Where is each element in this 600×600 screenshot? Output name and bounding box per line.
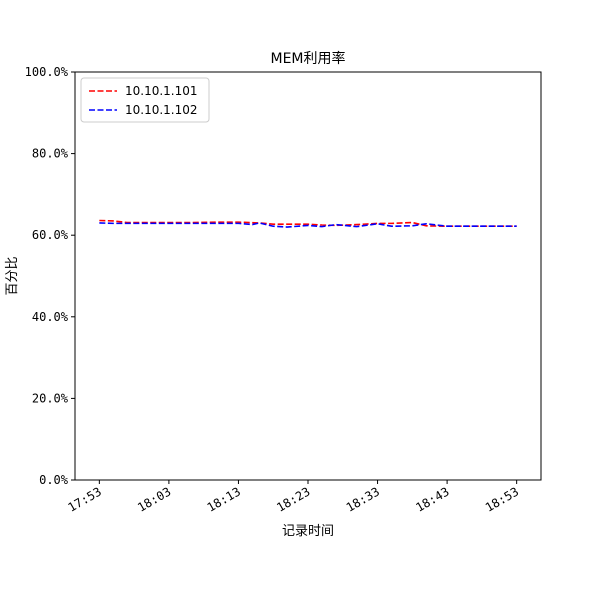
series-line-1	[99, 219, 517, 228]
legend-label: 10.10.1.102	[125, 103, 198, 117]
legend: 10.10.1.101 10.10.1.102	[80, 77, 210, 123]
chart-title: MEM利用率	[270, 50, 345, 67]
y-tick-label: 40.0%	[32, 310, 69, 324]
y-tick-label: 20.0%	[32, 391, 69, 405]
y-tick-label: 80.0%	[32, 147, 69, 161]
series-line-2	[99, 222, 517, 228]
legend-box	[80, 77, 210, 123]
y-tick-label: 60.0%	[32, 228, 69, 242]
series-layer	[99, 219, 517, 228]
y-tick-label: 0.0%	[39, 473, 69, 487]
x-axis-label: 记录时间	[282, 524, 334, 539]
legend-label: 10.10.1.101	[125, 84, 198, 98]
y-axis-label: 百分比	[5, 256, 20, 295]
y-tick-label: 100.0%	[25, 65, 69, 79]
